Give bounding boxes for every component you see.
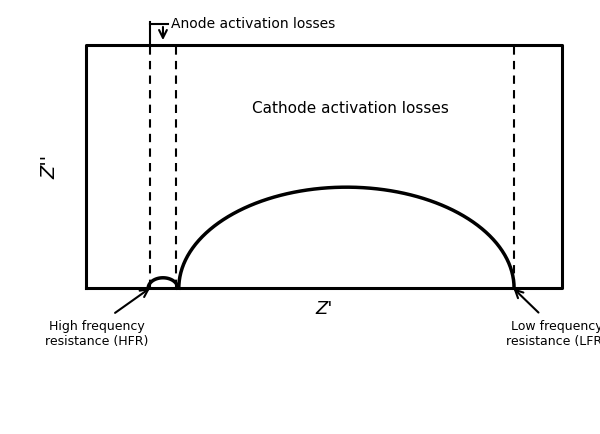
Text: Anode activation losses: Anode activation losses [171, 17, 335, 31]
Text: Low frequency
resistance (LFR): Low frequency resistance (LFR) [506, 320, 600, 348]
Text: Cathode activation losses: Cathode activation losses [252, 101, 449, 116]
Text: Z'': Z'' [40, 155, 59, 178]
Text: Z': Z' [316, 300, 332, 318]
Text: High frequency
resistance (HFR): High frequency resistance (HFR) [45, 320, 149, 348]
